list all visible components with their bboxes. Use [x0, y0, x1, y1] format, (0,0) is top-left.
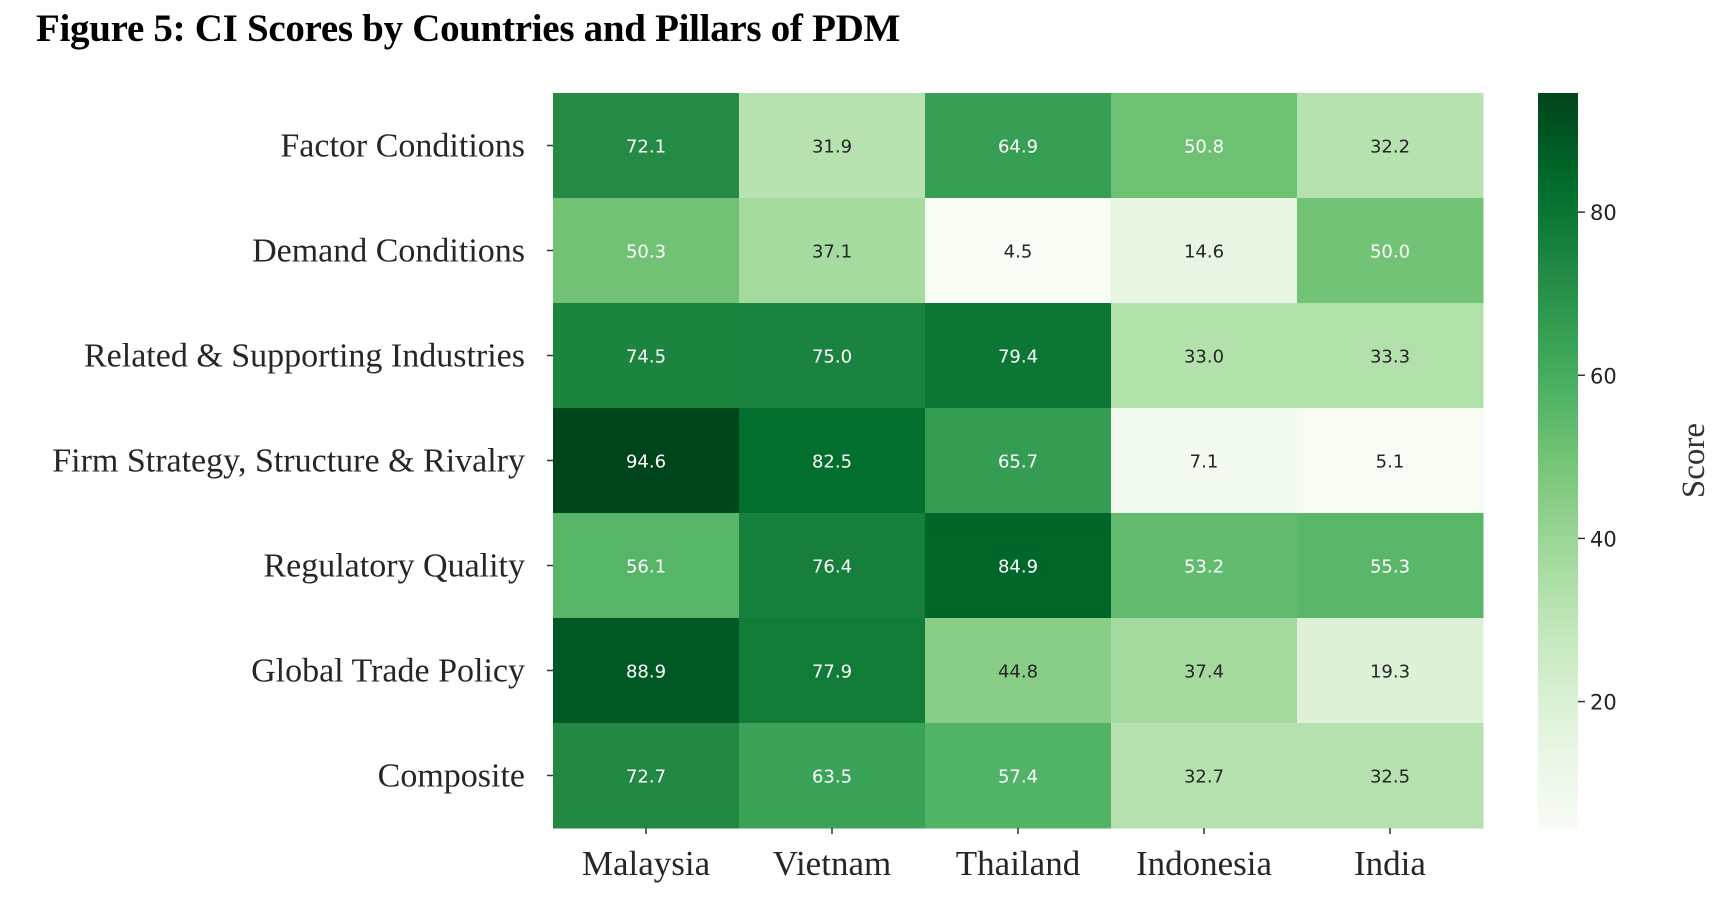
heatmap-cell-global-trade-policy-malaysia: [553, 618, 740, 724]
cell-value-label: 77.9: [812, 662, 852, 683]
heatmap-cell-firm-strategy-structure-rivalry-thailand: [925, 408, 1112, 514]
figure-title: Figure 5: CI Scores by Countries and Pil…: [36, 7, 900, 50]
colorbar-tick-label: 80: [1590, 201, 1617, 225]
cell-value-label: 72.7: [626, 767, 666, 788]
cell-value-label: 32.5: [1370, 767, 1410, 788]
cell-value-label: 33.3: [1370, 347, 1410, 368]
heatmap-cell-related-supporting-industries-thailand: [925, 303, 1112, 409]
cell-value-label: 75.0: [812, 347, 852, 368]
cell-value-label: 56.1: [626, 557, 666, 578]
cell-value-label: 55.3: [1370, 557, 1410, 578]
heatmap-cell-firm-strategy-structure-rivalry-vietnam: [739, 408, 926, 514]
heatmap-cell-regulatory-quality-india: [1297, 513, 1484, 619]
heatmap-cell-global-trade-policy-india: [1297, 618, 1484, 724]
cell-value-label: 63.5: [812, 767, 852, 788]
heatmap-cell-factor-conditions-vietnam: [739, 93, 926, 199]
heatmap-cell-factor-conditions-indonesia: [1111, 93, 1298, 199]
heatmap-cell-demand-conditions-india: [1297, 198, 1484, 304]
column-label-indonesia: Indonesia: [1136, 844, 1273, 883]
cell-value-label: 50.3: [626, 242, 666, 263]
heatmap-cell-global-trade-policy-thailand: [925, 618, 1112, 724]
colorbar-tick-label: 40: [1590, 527, 1617, 551]
cell-value-label: 88.9: [626, 662, 666, 683]
cell-value-label: 50.0: [1370, 242, 1410, 263]
cell-value-label: 32.2: [1370, 137, 1410, 158]
cell-value-label: 14.6: [1184, 242, 1224, 263]
cell-value-label: 84.9: [998, 557, 1038, 578]
cell-value-label: 37.4: [1184, 662, 1224, 683]
cell-value-label: 53.2: [1184, 557, 1224, 578]
heatmap-cell-demand-conditions-indonesia: [1111, 198, 1298, 304]
heatmap-cell-related-supporting-industries-malaysia: [553, 303, 740, 409]
column-label-thailand: Thailand: [956, 844, 1081, 883]
cell-value-label: 32.7: [1184, 767, 1224, 788]
row-label-composite: Composite: [378, 758, 525, 795]
cell-value-label: 65.7: [998, 452, 1038, 473]
cell-value-label: 64.9: [998, 137, 1038, 158]
cell-value-label: 76.4: [812, 557, 852, 578]
column-label-vietnam: Vietnam: [773, 844, 891, 883]
colorbar-tick-label: 60: [1590, 364, 1617, 388]
cell-value-label: 74.5: [626, 347, 666, 368]
heatmap-cell-firm-strategy-structure-rivalry-indonesia: [1111, 408, 1298, 514]
row-label-global-trade-policy: Global Trade Policy: [251, 653, 525, 690]
heatmap-cell-regulatory-quality-indonesia: [1111, 513, 1298, 619]
cell-value-label: 82.5: [812, 452, 852, 473]
cell-value-label: 57.4: [998, 767, 1038, 788]
cell-value-label: 44.8: [998, 662, 1038, 683]
cell-value-label: 19.3: [1370, 662, 1410, 683]
row-label-firm-strategy-structure-rivalry: Firm Strategy, Structure & Rivalry: [52, 443, 525, 480]
heatmap-cell-related-supporting-industries-vietnam: [739, 303, 926, 409]
heatmap-cell-regulatory-quality-vietnam: [739, 513, 926, 619]
heatmap-cell-global-trade-policy-indonesia: [1111, 618, 1298, 724]
colorbar: [1538, 93, 1578, 828]
row-label-regulatory-quality: Regulatory Quality: [263, 548, 525, 585]
cell-value-label: 5.1: [1376, 452, 1405, 473]
heatmap-cell-demand-conditions-malaysia: [553, 198, 740, 304]
cell-value-label: 37.1: [812, 242, 852, 263]
cell-value-label: 33.0: [1184, 347, 1224, 368]
heatmap-cell-composite-thailand: [925, 723, 1112, 829]
heatmap-cell-regulatory-quality-thailand: [925, 513, 1112, 619]
heatmap-cell-related-supporting-industries-indonesia: [1111, 303, 1298, 409]
colorbar-title: Score: [1676, 423, 1712, 498]
heatmap-cell-factor-conditions-india: [1297, 93, 1484, 199]
heatmap-cell-composite-india: [1297, 723, 1484, 829]
heatmap-cell-related-supporting-industries-india: [1297, 303, 1484, 409]
cell-value-label: 50.8: [1184, 137, 1224, 158]
heatmap-cell-demand-conditions-thailand: [925, 198, 1112, 304]
row-label-related-supporting-industries: Related & Supporting Industries: [84, 338, 525, 375]
cell-value-label: 4.5: [1004, 242, 1033, 263]
heatmap-cell-demand-conditions-vietnam: [739, 198, 926, 304]
heatmap-cell-factor-conditions-thailand: [925, 93, 1112, 199]
cell-value-label: 94.6: [626, 452, 666, 473]
row-label-demand-conditions: Demand Conditions: [252, 233, 525, 270]
heatmap-cell-firm-strategy-structure-rivalry-malaysia: [553, 408, 740, 514]
heatmap-cell-global-trade-policy-vietnam: [739, 618, 926, 724]
cell-value-label: 72.1: [626, 137, 666, 158]
heatmap-cell-factor-conditions-malaysia: [553, 93, 740, 199]
colorbar-tick-label: 20: [1590, 691, 1617, 715]
heatmap-cell-composite-indonesia: [1111, 723, 1298, 829]
column-label-india: India: [1354, 844, 1426, 883]
heatmap-cell-firm-strategy-structure-rivalry-india: [1297, 408, 1484, 514]
cell-value-label: 31.9: [812, 137, 852, 158]
heatmap-cell-composite-malaysia: [553, 723, 740, 829]
column-label-malaysia: Malaysia: [582, 844, 711, 883]
heatmap-cell-regulatory-quality-malaysia: [553, 513, 740, 619]
row-label-factor-conditions: Factor Conditions: [280, 128, 525, 165]
cell-value-label: 7.1: [1190, 452, 1219, 473]
heatmap-cell-composite-vietnam: [739, 723, 926, 829]
cell-value-label: 79.4: [998, 347, 1038, 368]
